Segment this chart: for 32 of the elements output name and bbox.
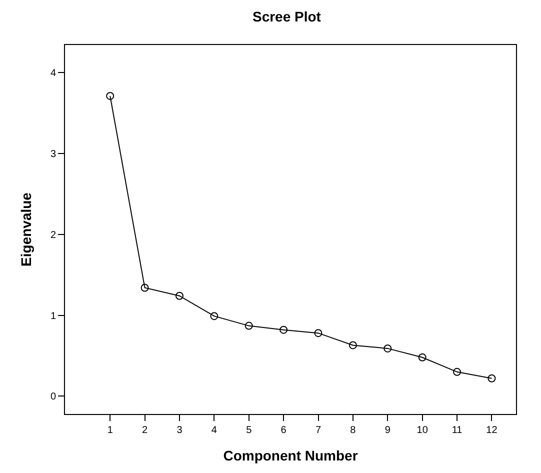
x-axis-title: Component Number (223, 447, 358, 464)
point (314, 329, 322, 338)
point (140, 284, 149, 292)
x-tick-label: 9 (384, 425, 391, 436)
x-tick-label: 11 (452, 425, 463, 436)
x-tick-label: 3 (176, 425, 183, 436)
y-tick-label: 0 (50, 392, 56, 403)
x-tick-label: 5 (246, 425, 252, 436)
y-axis-title: Eigenvalue (18, 192, 34, 266)
x-tick-label: 7 (315, 425, 322, 436)
y-tick-label: 4 (50, 68, 56, 80)
point (384, 344, 392, 352)
point (175, 292, 184, 300)
point (453, 368, 462, 376)
x-tick-label: 1 (107, 425, 114, 436)
point (280, 326, 288, 334)
x-tick-label: 8 (350, 425, 356, 436)
point (348, 341, 357, 350)
y-tick-label: 3 (50, 148, 56, 160)
point (488, 374, 496, 382)
x-tick-label: 12 (486, 425, 498, 436)
chart-title: Scree Plot (252, 8, 322, 25)
x-tick-label: 6 (280, 425, 287, 436)
x-tick-label: 10 (416, 425, 428, 436)
point (418, 353, 426, 362)
x-tick-label: 4 (211, 425, 218, 436)
point (106, 92, 114, 100)
x-tick-label: 2 (142, 425, 148, 436)
y-tick-label: 2 (50, 230, 56, 241)
point (210, 312, 218, 320)
point (244, 322, 253, 330)
y-tick-label: 1 (50, 310, 56, 322)
